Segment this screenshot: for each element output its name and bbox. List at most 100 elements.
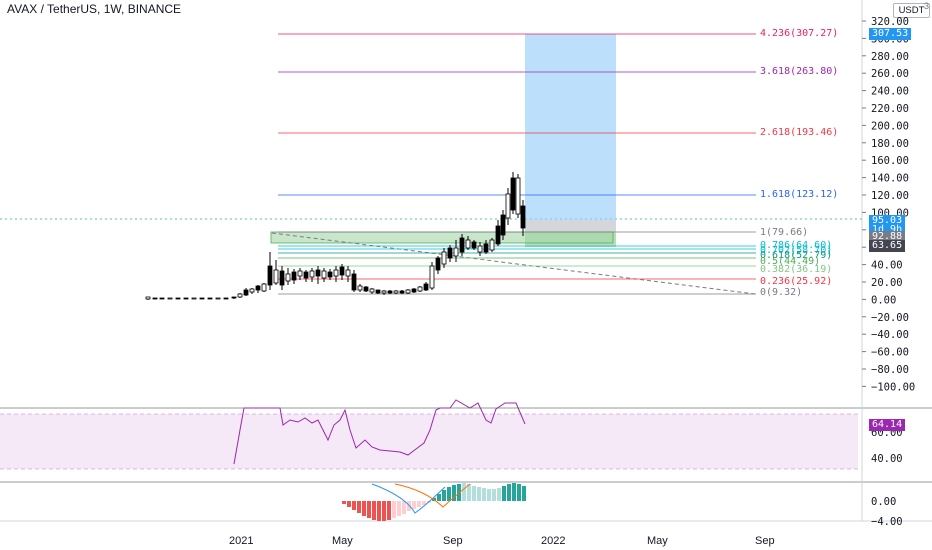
candle-body xyxy=(291,271,297,281)
candle-body xyxy=(500,214,506,236)
candle-body xyxy=(345,269,351,277)
fib-level-label: 0.702(58.70) xyxy=(760,245,832,256)
candle-body xyxy=(199,297,205,300)
macd-axis: 0.00 −4.00 xyxy=(871,496,903,528)
candle-body xyxy=(453,247,459,257)
price-tick-label: −40.00 xyxy=(871,329,909,341)
fib-level-label: 0.5(44.49) xyxy=(760,256,820,267)
macd-line[interactable] xyxy=(371,483,446,514)
macd-bar xyxy=(497,488,501,501)
macd-bar xyxy=(442,490,446,501)
macd-bar xyxy=(472,486,476,501)
rsi-value-badge: 64.14 xyxy=(869,419,906,431)
entry-zone[interactable] xyxy=(525,220,616,233)
candle-body xyxy=(411,288,417,293)
candle-body xyxy=(441,251,447,265)
price-tick-label: 200.00 xyxy=(871,120,909,132)
fib-labels: 4.236(307.27) 3.618(263.80) 2.618(193.46) 1… xyxy=(760,28,838,298)
target-zone[interactable] xyxy=(525,34,616,220)
fib-extension[interactable] xyxy=(278,33,756,295)
macd-bar xyxy=(482,488,486,501)
macd-bar xyxy=(392,501,396,518)
candlesticks[interactable] xyxy=(145,172,526,300)
candle-body xyxy=(489,239,495,251)
candle-body xyxy=(255,285,261,291)
candle-body xyxy=(351,273,357,291)
price-tick-label: −20.00 xyxy=(871,312,909,324)
candle-body xyxy=(333,269,339,277)
candle-body xyxy=(465,239,471,249)
macd-signal-line[interactable] xyxy=(394,483,471,508)
macd-bar xyxy=(447,487,451,501)
candle-body xyxy=(381,290,387,294)
candle-body xyxy=(423,283,429,291)
candle-body xyxy=(273,269,279,284)
macd-tick-label: −4.00 xyxy=(871,516,903,528)
price-tick-label: 140.00 xyxy=(871,173,909,185)
candle-body xyxy=(495,225,501,245)
macd-bar xyxy=(507,484,511,501)
candle-body xyxy=(505,193,511,219)
price-tick-label: 20.00 xyxy=(871,277,903,289)
price-tick-label: 0.00 xyxy=(871,294,896,306)
candle-body xyxy=(191,297,197,300)
candle-body xyxy=(327,271,333,278)
price-tick-label: 180.00 xyxy=(871,138,909,150)
candle-body xyxy=(471,241,477,249)
macd-bar xyxy=(362,501,366,516)
macd-bar xyxy=(357,501,361,513)
currency-selector[interactable]: USDT xyxy=(893,3,930,18)
macd-bar xyxy=(347,501,351,507)
candle-body xyxy=(215,297,221,300)
candle-body xyxy=(520,205,526,229)
fib-level-label: 0.618(52.79) xyxy=(760,250,832,261)
candle-body xyxy=(261,283,267,292)
price-axis[interactable]: 320.00300.00280.00260.00240.00220.00200.… xyxy=(862,16,915,393)
candle-body xyxy=(285,273,291,282)
candle-body xyxy=(339,266,345,276)
candle-body xyxy=(249,288,255,293)
macd-bar xyxy=(402,501,406,514)
candle-body xyxy=(405,289,411,294)
rsi-line[interactable] xyxy=(233,399,526,465)
macd-bar xyxy=(487,489,491,501)
support-rectangle[interactable] xyxy=(270,231,614,244)
candle-body xyxy=(145,296,151,300)
macd-bar xyxy=(492,489,496,501)
candle-body xyxy=(510,177,516,211)
candle-body xyxy=(393,290,399,294)
price-tick-label: −80.00 xyxy=(871,364,909,376)
macd-bar xyxy=(422,501,426,505)
candle-body xyxy=(435,257,441,271)
candle-body xyxy=(459,237,465,253)
macd-bar xyxy=(477,487,481,501)
candle-body xyxy=(321,270,327,279)
candle-body xyxy=(309,270,315,278)
price-tick-label: −100.00 xyxy=(871,381,915,393)
price-tick-label: 240.00 xyxy=(871,86,909,98)
candle-body xyxy=(357,285,363,291)
candle-body xyxy=(363,286,369,292)
macd-bar xyxy=(452,485,456,501)
rsi-band xyxy=(0,414,858,469)
macd-bar xyxy=(367,501,371,518)
candle-body xyxy=(231,296,237,299)
candle-countdown: 1d 9h xyxy=(869,224,906,235)
macd-bar xyxy=(342,501,346,504)
time-label-sep-2022: Sep xyxy=(755,535,775,547)
candle-body xyxy=(429,265,435,289)
candle-body xyxy=(183,297,189,300)
macd-bar xyxy=(407,501,411,511)
candle-body xyxy=(223,297,229,300)
fib-level-label: 2.618(193.46) xyxy=(760,127,838,138)
candle-body xyxy=(207,297,213,300)
fib-level-label: 3.618(263.80) xyxy=(760,66,838,77)
macd-bar xyxy=(512,483,516,501)
candle-body xyxy=(399,290,405,294)
price-tick-label: 160.00 xyxy=(871,155,909,167)
macd-histogram[interactable] xyxy=(342,483,526,521)
entry-price-badge: 63.65 xyxy=(869,240,906,252)
macd-bar xyxy=(382,501,386,521)
candle-body xyxy=(375,289,381,294)
